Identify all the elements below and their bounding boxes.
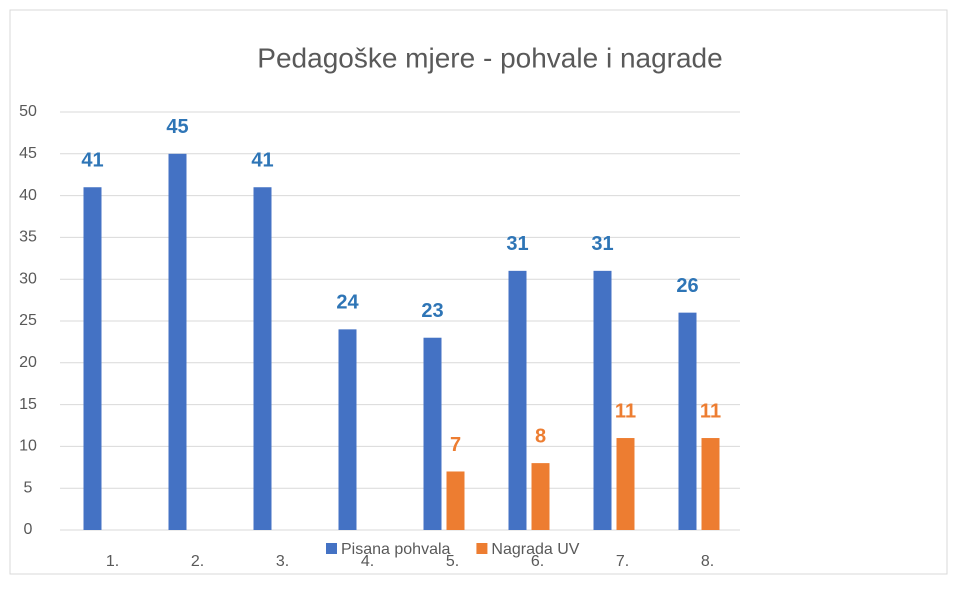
data-label: 11 bbox=[615, 400, 636, 422]
y-tick-label: 30 bbox=[19, 270, 37, 287]
y-tick-label: 20 bbox=[19, 354, 37, 371]
data-label: 7 bbox=[450, 434, 461, 456]
legend-label: Nagrada UV bbox=[491, 541, 579, 558]
bar bbox=[253, 187, 272, 531]
x-tick-label: 1. bbox=[106, 553, 119, 570]
bar bbox=[446, 471, 465, 530]
legend-swatch bbox=[476, 543, 488, 554]
bar bbox=[678, 312, 697, 530]
x-tick-label: 3. bbox=[276, 553, 289, 570]
data-label: 41 bbox=[81, 150, 103, 172]
data-label: 31 bbox=[506, 233, 528, 255]
y-tick-label: 45 bbox=[19, 145, 37, 162]
data-label: 8 bbox=[535, 425, 546, 447]
x-tick-label: 2. bbox=[191, 553, 204, 570]
data-label: 45 bbox=[166, 116, 188, 138]
bar bbox=[83, 187, 102, 531]
x-tick-label: 6. bbox=[531, 553, 544, 570]
data-label: 23 bbox=[421, 300, 443, 322]
y-tick-label: 10 bbox=[19, 438, 37, 455]
bar bbox=[701, 438, 720, 530]
x-tick-label: 5. bbox=[446, 553, 459, 570]
bar bbox=[593, 270, 612, 530]
data-label: 11 bbox=[700, 400, 721, 422]
bar bbox=[338, 329, 357, 530]
chart-border bbox=[9, 9, 948, 575]
data-label: 41 bbox=[251, 150, 273, 172]
legend-label: Pisana pohvala bbox=[341, 541, 451, 558]
bar bbox=[508, 270, 527, 530]
y-tick-label: 40 bbox=[19, 187, 37, 204]
bar bbox=[168, 153, 187, 531]
data-label: 24 bbox=[336, 292, 359, 314]
bar bbox=[423, 337, 442, 530]
legend-swatch bbox=[326, 543, 337, 554]
y-tick-label: 15 bbox=[19, 396, 37, 413]
y-tick-label: 35 bbox=[19, 229, 37, 246]
x-tick-label: 7. bbox=[616, 553, 629, 570]
bar bbox=[531, 463, 550, 530]
x-tick-label: 4. bbox=[361, 553, 374, 570]
data-label: 26 bbox=[676, 275, 698, 297]
bar bbox=[616, 438, 635, 530]
x-tick-label: 8. bbox=[701, 553, 714, 570]
y-tick-label: 25 bbox=[19, 312, 37, 329]
data-label: 31 bbox=[591, 233, 613, 255]
y-tick-label: 0 bbox=[24, 521, 33, 538]
chart-title: Pedagoške mjere - pohvale i nagrade bbox=[257, 42, 722, 73]
y-tick-label: 50 bbox=[19, 103, 37, 120]
y-tick-label: 5 bbox=[24, 479, 33, 496]
